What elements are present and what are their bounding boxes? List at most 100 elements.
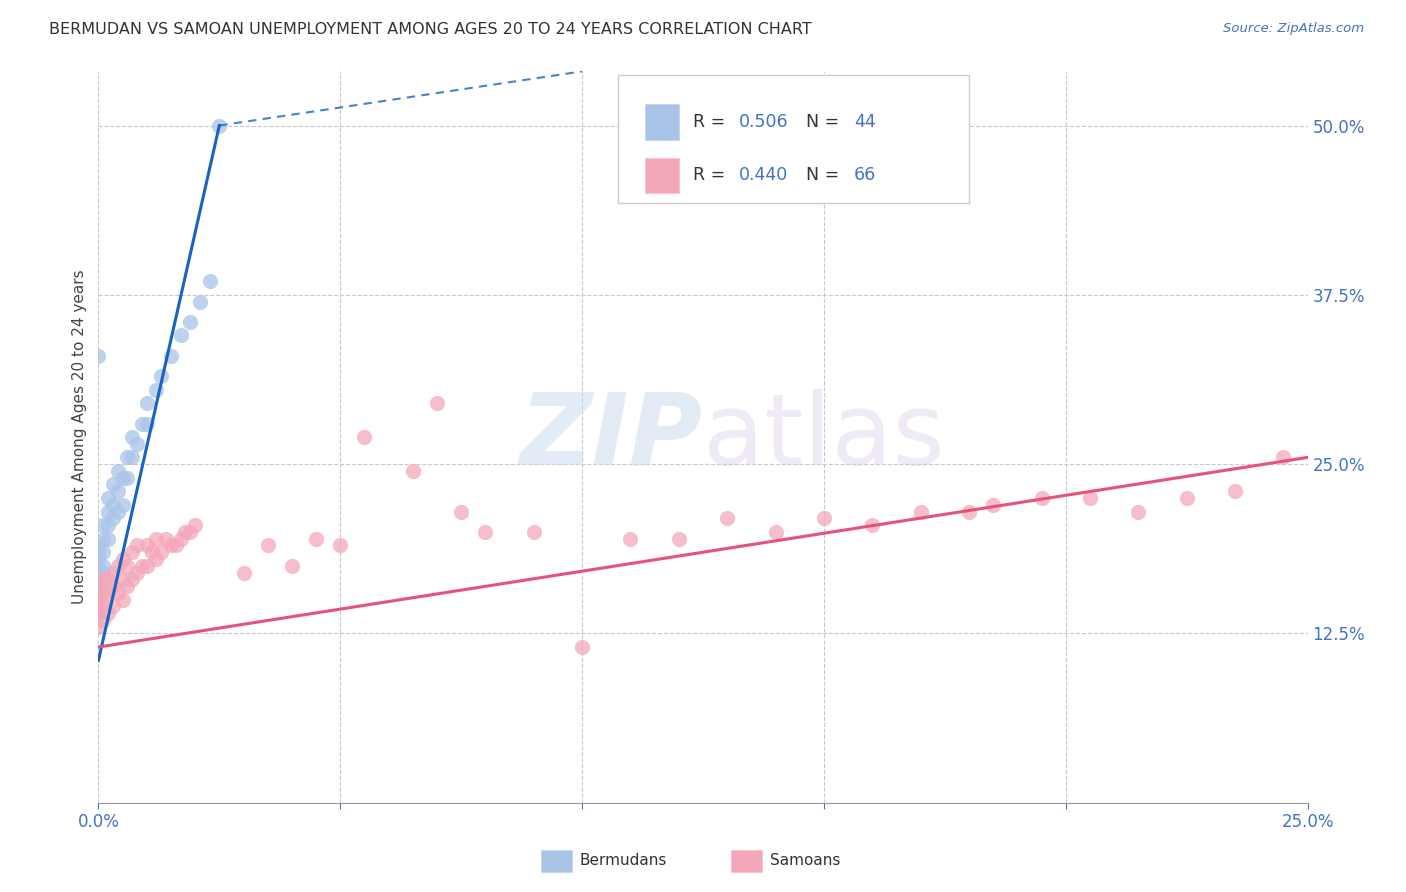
Point [87,586,110,600]
Point [101,566,124,580]
Point [1128,505,1150,519]
Point [1078,491,1101,505]
Point [97,572,120,586]
Point [145,552,167,566]
Point [87,566,110,580]
Point [97,606,120,620]
Point [87,545,110,559]
Point [121,450,143,465]
Point [87,552,110,566]
Point [87,579,110,593]
Text: Samoans: Samoans [770,854,841,868]
Point [860,518,883,533]
Point [426,396,449,410]
Point [87,592,110,607]
Point [571,640,593,654]
Point [101,511,124,525]
Point [716,511,738,525]
Point [87,606,110,620]
Text: BERMUDAN VS SAMOAN UNEMPLOYMENT AMONG AGES 20 TO 24 YEARS CORRELATION CHART: BERMUDAN VS SAMOAN UNEMPLOYMENT AMONG AG… [49,22,811,37]
Point [87,592,110,607]
Point [117,471,139,485]
Point [87,558,110,573]
Point [160,538,183,552]
Point [101,477,124,491]
Point [765,524,787,539]
Point [127,437,149,451]
Point [1272,450,1295,465]
Text: N =: N = [806,113,845,131]
Point [150,545,173,559]
Point [111,471,134,485]
Point [305,532,328,546]
Text: 44: 44 [855,113,876,131]
Point [111,552,134,566]
Y-axis label: Unemployment Among Ages 20 to 24 years: Unemployment Among Ages 20 to 24 years [72,269,87,605]
Point [135,538,157,552]
Point [155,532,177,546]
Point [160,349,183,363]
Point [141,545,163,559]
Point [232,566,254,580]
Point [131,558,153,573]
Point [813,511,835,525]
Point [184,518,207,533]
Point [117,558,139,573]
Point [97,505,120,519]
Point [169,328,191,343]
Point [198,274,221,288]
Point [169,532,191,546]
Point [87,599,110,614]
Point [957,505,980,519]
Point [353,430,375,444]
Text: R =: R = [693,166,731,185]
Point [402,464,425,478]
Point [117,450,139,465]
Point [97,491,120,505]
Point [97,586,120,600]
Point [256,538,278,552]
Point [145,532,167,546]
Point [281,558,304,573]
Point [91,558,114,573]
Point [1031,491,1053,505]
Point [179,524,201,539]
Point [111,592,134,607]
Point [131,417,153,431]
Point [329,538,352,552]
Point [107,558,129,573]
Point [135,396,157,410]
Point [97,518,120,533]
Point [87,620,110,634]
Text: N =: N = [806,166,845,185]
Point [127,566,149,580]
Point [91,599,114,614]
Text: atlas: atlas [703,389,945,485]
Point [145,383,167,397]
Point [91,613,114,627]
Point [135,558,157,573]
Text: 0.440: 0.440 [740,166,789,185]
Point [91,545,114,559]
Point [91,586,114,600]
Point [107,484,129,499]
Bar [645,158,679,193]
Point [111,498,134,512]
Point [97,532,120,546]
Point [121,572,143,586]
Point [87,349,110,363]
FancyBboxPatch shape [619,75,969,203]
Text: 0.506: 0.506 [740,113,789,131]
Point [91,518,114,533]
Point [87,572,110,586]
Point [91,566,114,580]
Point [208,119,231,133]
Text: Bermudans: Bermudans [579,854,666,868]
Text: R =: R = [693,113,731,131]
Point [107,586,129,600]
Point [165,538,187,552]
Point [121,545,143,559]
Point [1175,491,1198,505]
Text: 66: 66 [855,166,876,185]
Point [668,532,690,546]
